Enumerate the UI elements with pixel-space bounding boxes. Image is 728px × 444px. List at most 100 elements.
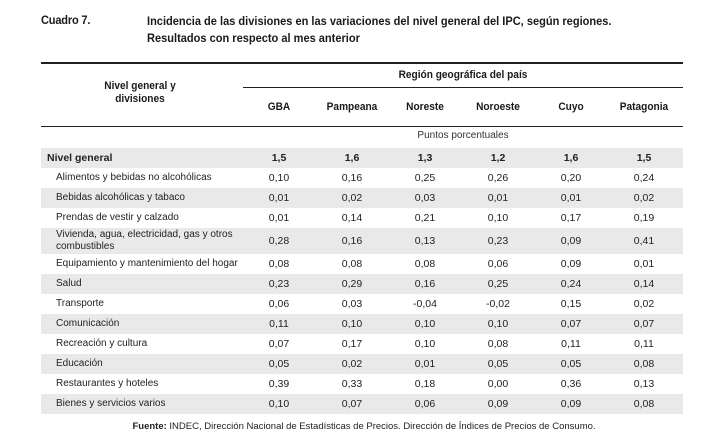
value-cell-noreste: 0,03 [414, 192, 436, 204]
value-cell-cuyo: 0,11 [561, 338, 581, 350]
value-cell-pampeana: 0,03 [341, 298, 363, 310]
value-cell-noroeste: 1,2 [490, 152, 506, 164]
source-label: Fuente: [132, 421, 167, 432]
value-cell-pampeana: 1,6 [344, 152, 360, 164]
value-cell-cuyo: 0,17 [560, 212, 582, 224]
value-cell-noreste: 0,06 [414, 398, 436, 410]
value-cell-gba: 0,28 [268, 235, 290, 247]
nivel-column-header: Nivel general y divisiones [66, 80, 213, 106]
division-row-label: Prendas de vestir y calzado [56, 212, 179, 223]
value-cell-patagonia: 0,08 [633, 358, 655, 370]
total-row-label: Nivel general [47, 152, 113, 164]
value-cell-patagonia: 0,01 [633, 258, 655, 270]
value-cell-cuyo: 0,01 [560, 192, 582, 204]
value-cell-cuyo: 0,07 [560, 318, 582, 330]
value-cell-noroeste: 0,06 [487, 258, 509, 270]
division-row-label: Restaurantes y hoteles [56, 378, 159, 389]
value-cell-cuyo: 0,36 [560, 378, 582, 390]
division-row-label: Educación [56, 358, 103, 369]
division-row-label: Bebidas alcohólicas y tabaco [56, 192, 185, 203]
value-cell-cuyo: 0,09 [560, 398, 582, 410]
value-cell-cuyo: 0,09 [560, 235, 582, 247]
value-cell-pampeana: 0,17 [341, 338, 363, 350]
value-cell-patagonia: 1,5 [636, 152, 652, 164]
title-line-2: Resultados con respecto al mes anterior [147, 31, 360, 45]
value-cell-noroeste: 0,10 [487, 212, 509, 224]
value-cell-pampeana: 0,16 [341, 235, 363, 247]
division-row-label: Transporte [56, 298, 104, 309]
value-cell-noreste: 0,10 [414, 338, 436, 350]
column-header-cuyo: Cuyo [558, 101, 584, 113]
value-cell-gba: 0,08 [268, 258, 290, 270]
value-cell-cuyo: 0,05 [560, 358, 582, 370]
value-cell-cuyo: 0,09 [560, 258, 582, 270]
value-cell-noroeste: 0,08 [487, 338, 509, 350]
value-cell-cuyo: 0,24 [560, 278, 582, 290]
value-cell-noreste: 0,10 [414, 318, 436, 330]
value-cell-noreste: 1,3 [417, 152, 433, 164]
value-cell-pampeana: 0,29 [341, 278, 363, 290]
division-row-label: Recreación y cultura [56, 338, 148, 349]
value-cell-patagonia: 0,11 [634, 338, 654, 350]
row-band [41, 354, 683, 374]
value-cell-patagonia: 0,14 [633, 278, 655, 290]
value-cell-cuyo: 0,20 [560, 172, 582, 184]
value-cell-patagonia: 0,24 [633, 172, 655, 184]
value-cell-cuyo: 0,15 [560, 298, 582, 310]
value-cell-noroeste: 0,09 [487, 398, 509, 410]
value-cell-pampeana: 0,07 [341, 398, 363, 410]
division-row-label: Alimentos y bebidas no alcohólicas [56, 172, 212, 183]
value-cell-gba: 0,10 [268, 172, 290, 184]
nivel-header-line-1: Nivel general y [104, 80, 176, 92]
value-cell-pampeana: 0,08 [341, 258, 363, 270]
value-cell-noroeste: 0,00 [487, 378, 509, 390]
value-cell-noroeste: 0,10 [487, 318, 509, 330]
division-row-label: Vivienda, agua, electricidad, gas y otro… [56, 229, 233, 252]
value-cell-noreste: 0,08 [414, 258, 436, 270]
value-cell-gba: 0,01 [268, 212, 290, 224]
value-cell-patagonia: 0,02 [633, 298, 655, 310]
region-header: Región geográfica del país [398, 69, 528, 81]
value-cell-noreste: 0,01 [414, 358, 436, 370]
value-cell-noroeste: 0,25 [487, 278, 509, 290]
value-cell-gba: 1,5 [271, 152, 287, 164]
column-header-noroeste: Noroeste [476, 101, 520, 113]
table-number: Cuadro 7. [41, 13, 91, 27]
value-cell-patagonia: 0,41 [633, 235, 655, 247]
value-cell-noroeste: 0,01 [487, 192, 509, 204]
value-cell-cuyo: 1,6 [563, 152, 579, 164]
units-label: Puntos porcentuales [417, 130, 509, 141]
value-cell-pampeana: 0,14 [341, 212, 363, 224]
header-rule [41, 126, 683, 127]
column-header-pampeana: Pampeana [326, 101, 378, 113]
value-cell-gba: 0,23 [268, 278, 290, 290]
value-cell-gba: 0,39 [268, 378, 290, 390]
value-cell-noreste: 0,21 [414, 212, 436, 224]
value-cell-noreste: 0,25 [414, 172, 436, 184]
value-cell-patagonia: 0,07 [633, 318, 655, 330]
value-cell-gba: 0,06 [268, 298, 290, 310]
table-title: Incidencia de las divisiones en las vari… [147, 13, 611, 47]
value-cell-gba: 0,01 [268, 192, 290, 204]
value-cell-noroeste: -0,02 [486, 298, 510, 310]
column-header-noreste: Noreste [406, 101, 444, 113]
value-cell-noreste: 0,18 [414, 378, 436, 390]
value-cell-noroeste: 0,26 [487, 172, 509, 184]
value-cell-gba: 0,05 [268, 358, 290, 370]
value-cell-pampeana: 0,02 [341, 358, 363, 370]
value-cell-noroeste: 0,05 [487, 358, 509, 370]
division-row-label: Salud [56, 278, 82, 289]
value-cell-patagonia: 0,02 [633, 192, 655, 204]
title-line-1: Incidencia de las divisiones en las vari… [147, 14, 612, 28]
value-cell-pampeana: 0,16 [341, 172, 363, 184]
row-band [41, 188, 683, 208]
row-band [41, 228, 683, 254]
value-cell-pampeana: 0,10 [341, 318, 363, 330]
source-text: INDEC, Dirección Nacional de Estadística… [166, 421, 596, 432]
source-note: Fuente: INDEC, Dirección Nacional de Est… [0, 421, 728, 432]
row-band [41, 394, 683, 414]
value-cell-patagonia: 0,19 [633, 212, 655, 224]
value-cell-patagonia: 0,08 [633, 398, 655, 410]
value-cell-noroeste: 0,23 [487, 235, 509, 247]
value-cell-gba: 0,07 [268, 338, 290, 350]
